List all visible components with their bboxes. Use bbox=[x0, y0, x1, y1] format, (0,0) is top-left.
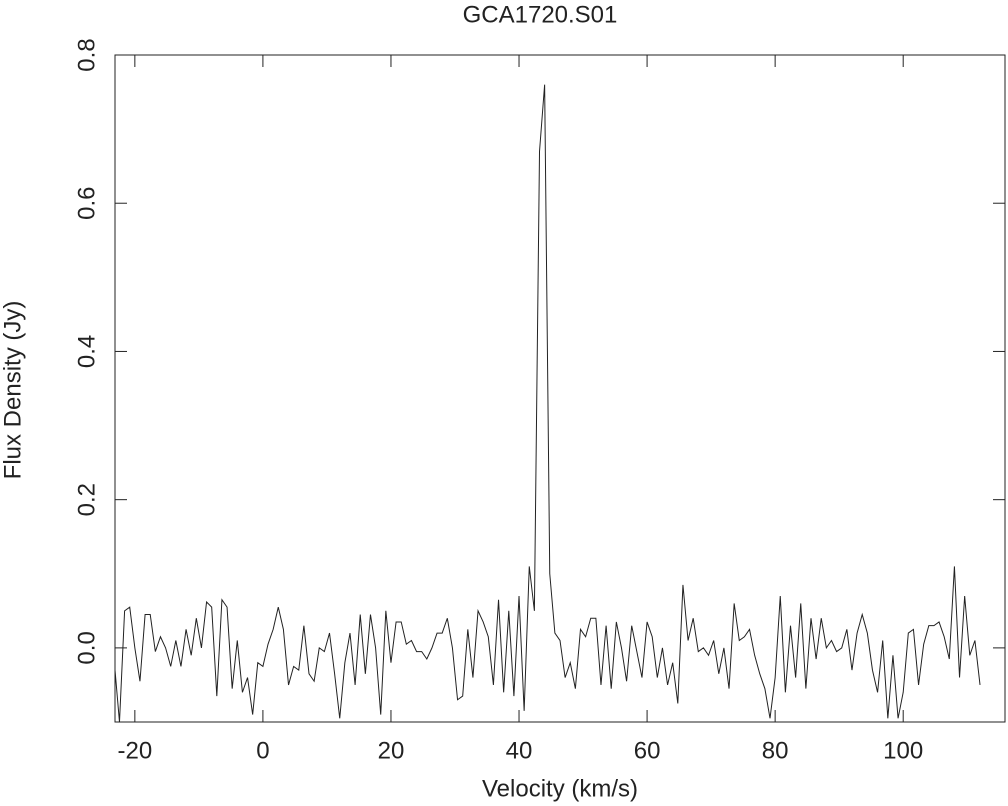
x-tick-label: 0 bbox=[256, 737, 269, 764]
x-tick-label: 60 bbox=[634, 737, 661, 764]
y-tick-label: 0.4 bbox=[73, 335, 100, 368]
plot-frame bbox=[114, 54, 1006, 723]
x-tick-label: 100 bbox=[883, 737, 923, 764]
x-tick-label: 80 bbox=[762, 737, 789, 764]
y-axis-label: Flux Density (Jy) bbox=[0, 301, 26, 480]
y-tick-label: 0.2 bbox=[73, 483, 100, 516]
chart-title: GCA1720.S01 bbox=[463, 1, 618, 28]
y-tick-label: 0.8 bbox=[73, 38, 100, 71]
x-axis-label: Velocity (km/s) bbox=[482, 775, 638, 802]
x-tick-label: 40 bbox=[506, 737, 533, 764]
x-tick-label: 20 bbox=[378, 737, 405, 764]
spectrum-line bbox=[115, 84, 981, 722]
y-tick-label: 0.6 bbox=[73, 187, 100, 220]
x-tick-label: -20 bbox=[118, 737, 153, 764]
y-tick-label: 0.0 bbox=[73, 631, 100, 664]
